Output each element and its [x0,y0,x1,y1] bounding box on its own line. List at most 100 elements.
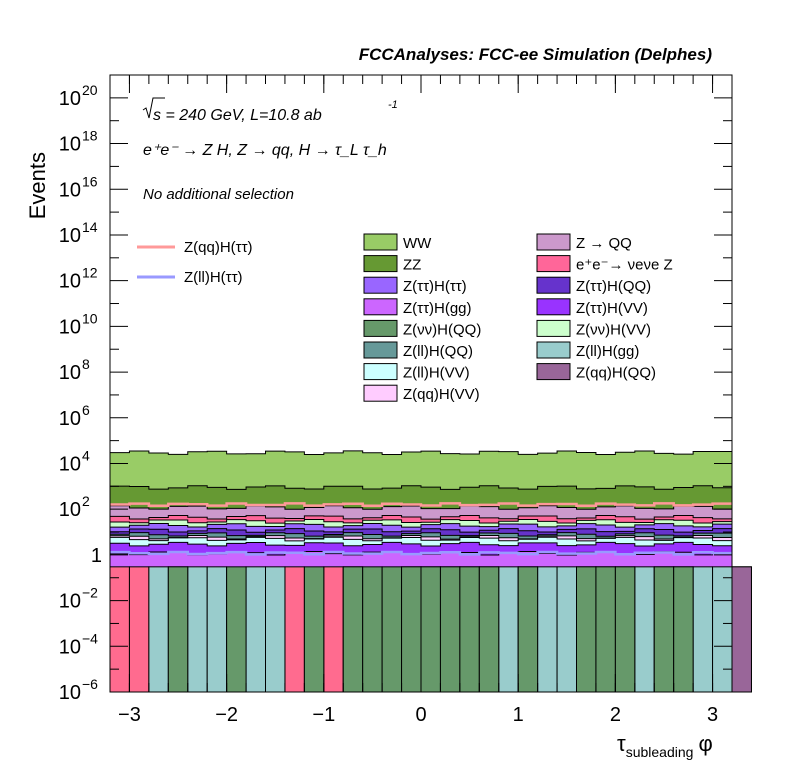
x-tick-label: 2 [610,704,621,726]
line-z-qq-h- [110,502,732,508]
legend-swatch [363,298,398,316]
bin-cell-z-h-qq- [614,566,636,693]
legend-label: Z(ττ)H(gg) [403,300,472,317]
legend-swatch [363,363,398,381]
bin-cell-z-h-qq- [362,566,383,693]
bin-cell-z-h-qq- [673,566,694,693]
legend-swatch [536,341,571,359]
legend-label: WW [403,235,432,252]
bin-cell-z-ll-h-gg- [556,566,577,693]
bin-cell-z-ll-h-gg- [245,566,266,693]
y-tick-exponent: 6 [82,402,90,418]
y-tick-exponent: 16 [82,173,98,189]
bin-cell-z-ll-h-gg- [498,566,519,693]
y-tick-label: 1 [91,545,102,567]
bin-cell-e-e-e-e-z [323,566,344,693]
legend-swatch [363,233,398,251]
line-z-ll-h- [110,550,732,556]
y-tick-label: 10 [59,591,81,613]
x-tick-label: 3 [707,704,718,726]
bin-cell-z-ll-h-gg- [265,566,286,693]
legend-label: Z(ll)H(ττ) [184,269,243,286]
y-axis-title: Events [25,152,50,219]
bin-cell-e-e-e-e-z [284,566,305,693]
y-tick-exponent: −4 [82,630,98,646]
y-tick-label: 10 [59,316,81,338]
x-tick-label: −2 [215,704,238,726]
y-tick-label: 10 [59,271,81,293]
legend-swatch [536,363,571,381]
legend-label: Z(qq)H(VV) [403,386,480,403]
y-tick-label: 10 [59,88,81,110]
energy-label: s = 240 GeV, L=10.8 ab -1 [142,97,398,124]
legend-label: Z(νν)H(VV) [576,321,651,338]
legend-label: Z(ττ)H(QQ) [576,278,651,295]
legend-swatch [363,341,398,359]
legend-label: Z(νν)H(QQ) [403,321,481,338]
legend-label: Z(ll)H(VV) [403,365,470,382]
bin-cell-e-e-e-e-z [109,566,130,693]
legend-label: Z(qq)H(ττ) [184,239,253,256]
bin-cell-z-h-qq- [342,566,364,693]
legend-swatch [363,319,398,337]
plot-title: FCCAnalyses: FCC-ee Simulation (Delphes) [359,45,713,64]
y-tick-label: 10 [59,134,81,156]
y-tick-exponent: 20 [82,82,98,98]
y-tick-label: 10 [59,225,81,247]
legend-swatch [536,319,571,337]
legend-label: Z(qq)H(QQ) [576,365,656,382]
legend-label: Z(ll)H(gg) [576,343,639,360]
bin-cell-z-ll-h-gg- [148,566,169,693]
lumi-exponent: -1 [388,99,398,111]
legend-swatch [536,233,571,251]
legend-swatch [363,276,398,294]
bin-cell-z-ll-h-gg- [692,566,714,693]
y-tick-exponent: 18 [82,128,98,144]
bin-cell-z-h-qq- [459,566,480,693]
bin-cell-z-h-qq- [653,566,675,693]
legend-swatch [363,384,398,402]
y-tick-exponent: −6 [82,676,98,692]
y-tick-label: 10 [59,453,81,475]
bin-cell-z-qq-h-qq- [731,566,752,693]
legend-label: e⁺e⁻→ νeνe Z [576,257,673,274]
legend-label: Z → QQ [576,235,632,252]
bin-cell-z-ll-h-gg- [537,566,558,693]
selection-label: No additional selection [143,186,294,203]
x-tick-label: −3 [118,704,141,726]
y-tick-label: 10 [59,179,81,201]
y-tick-label: 10 [59,636,81,658]
x-tick-label: 0 [415,704,426,726]
bin-cell-z-h-qq- [439,566,461,693]
bin-cell-z-ll-h-gg- [712,566,733,693]
bin-cell-z-h-qq- [401,566,422,693]
legend-swatch [536,298,571,316]
x-tick-label: −1 [312,704,335,726]
legend-swatch [536,255,571,273]
bin-cell-z-h-qq- [226,566,247,693]
signal-lines [110,502,732,556]
legend-swatch [536,276,571,294]
legend-label: Z(ττ)H(VV) [576,300,648,317]
bin-cell-z-ll-h-gg- [634,566,655,693]
y-tick-label: 10 [59,362,81,384]
process-label: e⁺e⁻ → Z H, Z → qq, H → τ_L τ_h [143,142,387,159]
x-tick-label: 1 [513,704,524,726]
bin-cell-z-ll-h-gg- [187,566,208,693]
bin-cell-z-h-qq- [303,566,325,693]
y-tick-label: 10 [59,499,81,521]
bin-cell-e-e-e-e-z [128,566,150,693]
y-tick-label: 10 [59,682,81,704]
y-tick-exponent: 14 [82,219,98,235]
bin-cell-z-h-qq- [167,566,189,693]
stacked-histogram-bars [109,450,752,693]
bin-cell-z-h-qq- [517,566,539,693]
y-tick-exponent: 4 [82,447,90,463]
x-axis-title-text: τsubleading φ [617,731,713,760]
bin-cell-z-ll-h-gg- [206,566,228,693]
y-tick-exponent: −2 [82,585,98,601]
bin-cell-z-h-qq- [478,566,500,693]
legend-label: Z(ττ)H(ττ) [403,278,467,295]
